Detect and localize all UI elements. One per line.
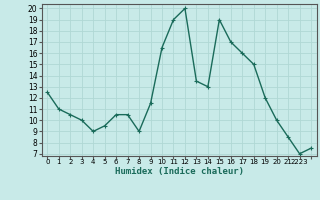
X-axis label: Humidex (Indice chaleur): Humidex (Indice chaleur) xyxy=(115,167,244,176)
